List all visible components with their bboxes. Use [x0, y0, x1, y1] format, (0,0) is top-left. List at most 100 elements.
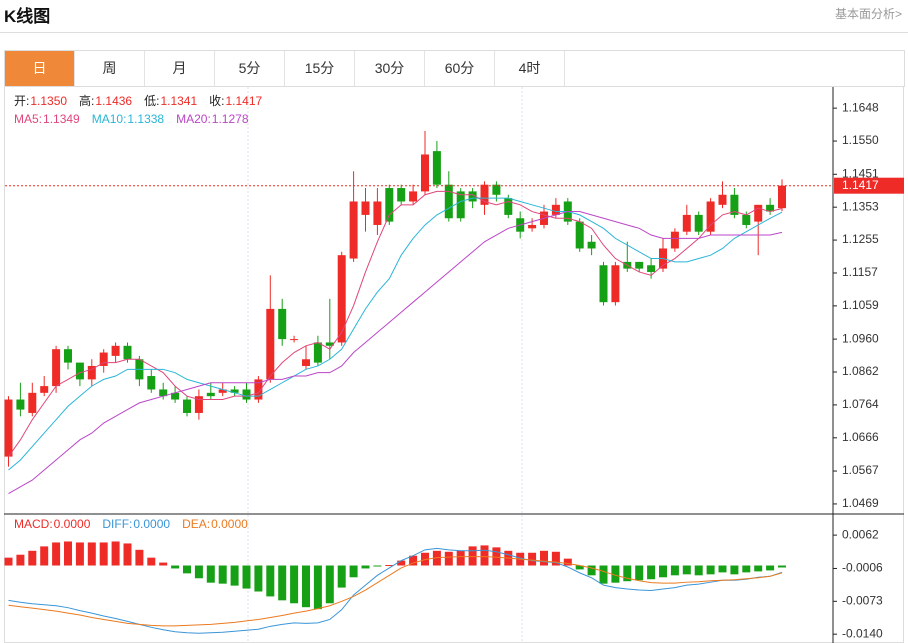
macd-bar: [64, 541, 72, 566]
macd-bar: [4, 557, 13, 566]
candle-body: [694, 214, 703, 232]
macd-bar: [694, 565, 703, 576]
candle-body: [64, 349, 72, 363]
macd-bar: [373, 565, 382, 567]
macd-bar: [778, 565, 786, 568]
y-tick-label: 1.0764: [842, 397, 879, 411]
macd-bar: [682, 565, 691, 575]
candle-body: [99, 352, 108, 366]
candle-body: [468, 191, 477, 202]
y-tick-label: 1.0567: [842, 463, 879, 477]
candle-body: [52, 349, 61, 387]
indicator-line: [8, 190, 783, 457]
indicator-line: [8, 197, 783, 471]
candle-body: [266, 308, 275, 380]
candle-body: [611, 265, 620, 303]
period-tab[interactable]: 5分: [215, 51, 285, 86]
macd-bar: [647, 565, 656, 580]
candle-body: [206, 392, 215, 397]
candle-body: [385, 188, 394, 222]
macd-bar: [563, 558, 572, 566]
macd-bar: [147, 557, 156, 566]
macd-bar: [456, 550, 465, 566]
macd-bar: [206, 565, 215, 583]
fundamental-link[interactable]: 基本面分析>: [834, 7, 902, 21]
period-tab[interactable]: 月: [145, 51, 215, 86]
legend-value: 1.1338: [127, 112, 164, 126]
legend-label: MA5:: [14, 112, 42, 126]
y-tick-label: -0.0140: [842, 626, 883, 640]
candle-body: [147, 376, 156, 390]
candle-body: [492, 184, 501, 195]
legend-value: 1.1341: [160, 94, 197, 108]
macd-bar: [635, 565, 644, 581]
macd-bar: [111, 541, 120, 566]
macd-bar: [468, 546, 477, 566]
legend-label: 高:: [79, 93, 94, 108]
legend-label: DIFF:: [102, 517, 132, 531]
macd-bar: [278, 565, 287, 601]
legend-value: 1.1436: [95, 94, 132, 108]
macd-bar: [480, 545, 489, 566]
legend-label: DEA:: [182, 517, 210, 531]
period-tab[interactable]: 60分: [425, 51, 495, 86]
candle-body: [302, 359, 310, 366]
macd-bar: [754, 565, 763, 572]
macd-bar: [28, 550, 37, 566]
period-tab[interactable]: 日: [5, 51, 75, 86]
candle-body: [171, 392, 180, 400]
candle-body: [254, 379, 263, 400]
macd-bar: [444, 551, 453, 566]
candle-body: [218, 389, 227, 393]
macd-bar: [75, 542, 84, 566]
legend-value: 1.1349: [43, 112, 80, 126]
indicator-line: [8, 211, 783, 494]
macd-bar: [492, 547, 501, 566]
candle-body: [16, 399, 25, 410]
candle-body: [682, 214, 691, 232]
macd-bar: [361, 565, 370, 569]
legend-value: 0.0000: [54, 517, 91, 531]
candle-body: [397, 188, 406, 202]
candle-body: [706, 201, 715, 232]
period-tab[interactable]: 15分: [285, 51, 355, 86]
period-tab[interactable]: 4时: [495, 51, 565, 86]
candle-body: [456, 191, 465, 219]
candle-body: [528, 224, 537, 229]
candle-body: [40, 386, 49, 393]
macd-bar: [730, 565, 739, 575]
macd-bar: [587, 565, 596, 576]
candle-body: [718, 194, 727, 205]
candle-body: [242, 389, 251, 400]
macd-bar: [194, 565, 203, 579]
period-tab[interactable]: 30分: [355, 51, 425, 86]
macd-bar: [135, 549, 144, 566]
candle-body: [742, 214, 751, 225]
y-tick-label: -0.0006: [842, 561, 883, 575]
candle-body: [587, 241, 596, 249]
macd-bar: [551, 551, 560, 566]
candle-body: [111, 345, 120, 356]
macd-bar: [397, 560, 406, 566]
candle-body: [159, 389, 168, 397]
candle-body: [337, 255, 346, 343]
candle-body: [230, 389, 239, 393]
legend-label: MACD:: [14, 517, 53, 531]
legend-value: 1.1278: [212, 112, 249, 126]
legend-value: 0.0000: [133, 517, 170, 531]
macd-bar: [16, 554, 25, 566]
candle-body: [325, 342, 334, 346]
macd-bar: [706, 565, 715, 575]
macd-bar: [349, 565, 358, 578]
candle-body: [28, 392, 37, 413]
y-tick-label: 1.0666: [842, 430, 879, 444]
macd-bar: [599, 565, 608, 584]
period-tab[interactable]: 周: [75, 51, 145, 86]
macd-bar: [337, 565, 346, 588]
macd-bar: [302, 565, 310, 608]
legend-label: MA10:: [92, 112, 127, 126]
y-tick-label: 1.1451: [842, 166, 879, 180]
candle-body: [75, 362, 84, 380]
candle-body: [730, 194, 739, 215]
